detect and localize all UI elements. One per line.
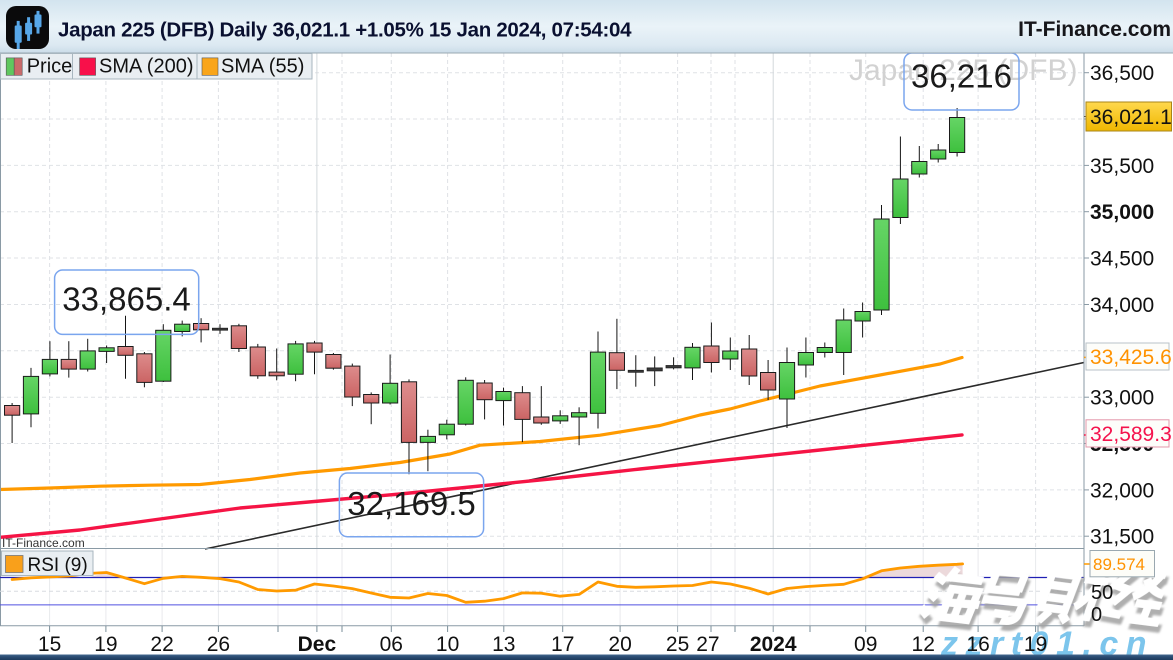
svg-text:33,000: 33,000 <box>1090 387 1154 410</box>
svg-text:SMA (200): SMA (200) <box>99 56 193 78</box>
svg-text:0: 0 <box>1091 604 1102 626</box>
svg-text:06: 06 <box>380 633 403 656</box>
svg-text:33,425.6: 33,425.6 <box>1090 346 1172 369</box>
svg-text:34,500: 34,500 <box>1090 248 1154 271</box>
svg-text:31,500: 31,500 <box>1090 526 1154 549</box>
svg-text:32,169.5: 32,169.5 <box>347 485 475 522</box>
svg-text:34,000: 34,000 <box>1090 294 1154 317</box>
svg-text:25: 25 <box>666 633 689 656</box>
svg-text:35,000: 35,000 <box>1090 201 1154 224</box>
svg-text:32,000: 32,000 <box>1090 479 1154 502</box>
svg-text:35,500: 35,500 <box>1090 155 1154 178</box>
svg-text:IT-Finance.com: IT-Finance.com <box>1018 18 1171 41</box>
svg-text:12: 12 <box>912 633 935 656</box>
svg-text:22: 22 <box>150 633 173 656</box>
svg-text:10: 10 <box>436 633 459 656</box>
svg-text:Japan 225 (DFB): Japan 225 (DFB) <box>849 54 1077 87</box>
svg-text:Japan 225 (DFB) Daily 36,021.1: Japan 225 (DFB) Daily 36,021.1 +1.05% 15… <box>58 19 632 42</box>
svg-text:RSI (9): RSI (9) <box>28 555 88 576</box>
svg-text:20: 20 <box>608 633 631 656</box>
svg-text:09: 09 <box>854 633 877 656</box>
svg-text:13: 13 <box>492 633 515 656</box>
svg-text:IT-Finance.com: IT-Finance.com <box>2 536 85 550</box>
svg-text:19: 19 <box>1024 633 1047 656</box>
svg-text:36,216: 36,216 <box>911 58 1012 95</box>
svg-text:15: 15 <box>38 633 61 656</box>
svg-text:33,865.4: 33,865.4 <box>62 281 190 318</box>
svg-text:32,589.3: 32,589.3 <box>1090 423 1172 446</box>
svg-text:Dec: Dec <box>298 633 337 656</box>
svg-text:Price: Price <box>27 56 73 78</box>
svg-text:36,021.1: 36,021.1 <box>1090 106 1172 129</box>
svg-text:2024: 2024 <box>750 633 797 656</box>
svg-text:16: 16 <box>966 633 989 656</box>
svg-text:36,500: 36,500 <box>1090 62 1154 85</box>
svg-text:26: 26 <box>207 633 230 656</box>
svg-text:89.574: 89.574 <box>1093 555 1145 574</box>
svg-text:17: 17 <box>551 633 574 656</box>
svg-text:27: 27 <box>696 633 719 656</box>
svg-text:50: 50 <box>1091 582 1113 604</box>
svg-text:SMA (55): SMA (55) <box>221 56 304 78</box>
svg-text:19: 19 <box>94 633 117 656</box>
svg-text:zzrt01.cn: zzrt01.cn <box>940 625 1154 660</box>
